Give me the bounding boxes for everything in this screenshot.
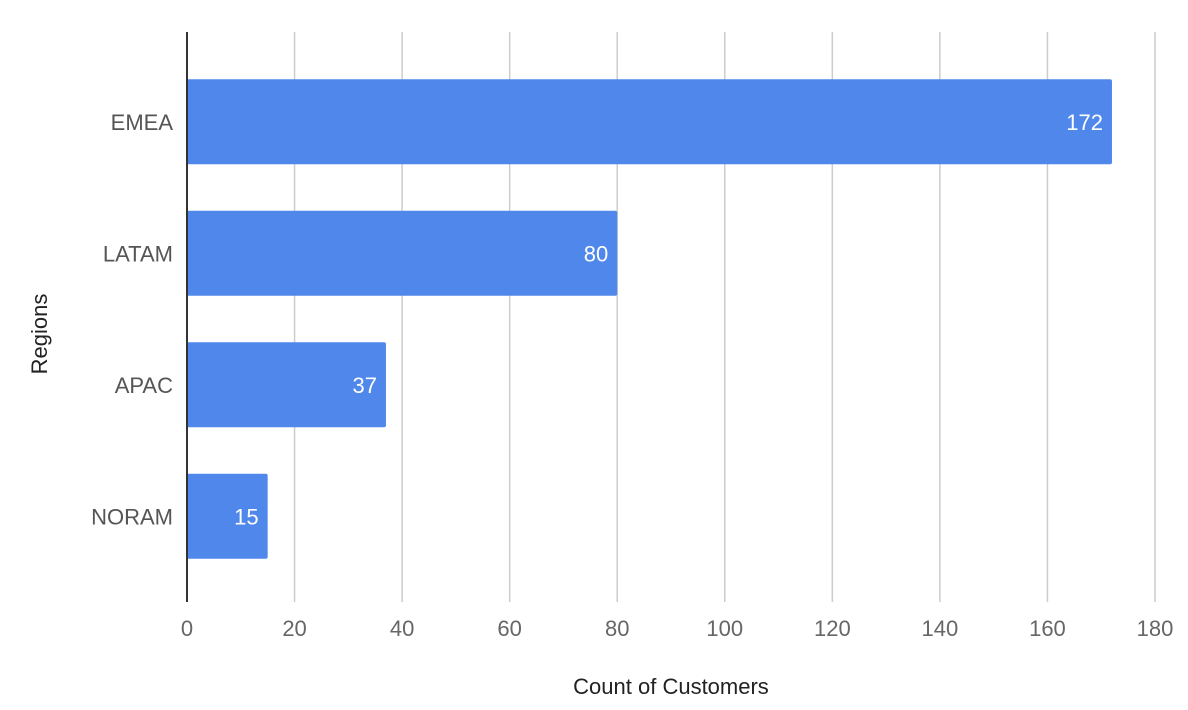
bar-apac xyxy=(187,342,386,428)
data-label-noram: 15 xyxy=(234,504,258,529)
x-tick-label: 160 xyxy=(1029,616,1066,641)
x-tick-label: 80 xyxy=(605,616,629,641)
data-label-apac: 37 xyxy=(352,373,376,398)
category-label-apac: APAC xyxy=(115,373,173,398)
bar-latam xyxy=(187,210,618,296)
x-tick-labels: 0 20 40 60 80 100 120 140 160 180 xyxy=(181,616,1173,641)
category-label-noram: NORAM xyxy=(91,504,173,529)
x-tick-label: 120 xyxy=(814,616,851,641)
data-label-emea: 172 xyxy=(1066,110,1103,135)
bar-emea xyxy=(187,79,1112,165)
bar-noram xyxy=(187,473,268,559)
x-tick-label: 100 xyxy=(706,616,743,641)
x-axis-title: Count of Customers xyxy=(573,674,769,699)
bars xyxy=(187,79,1112,559)
data-label-latam: 80 xyxy=(584,241,608,266)
x-tick-label: 60 xyxy=(497,616,521,641)
data-labels: 172 80 37 15 xyxy=(234,110,1103,530)
category-label-latam: LATAM xyxy=(103,241,173,266)
y-axis-title: Regions xyxy=(27,294,52,375)
category-labels: EMEA LATAM APAC NORAM xyxy=(91,110,173,530)
x-tick-label: 140 xyxy=(922,616,959,641)
x-tick-label: 180 xyxy=(1137,616,1174,641)
x-tick-label: 40 xyxy=(390,616,414,641)
x-tick-label: 20 xyxy=(282,616,306,641)
x-tick-label: 0 xyxy=(181,616,193,641)
category-label-emea: EMEA xyxy=(111,110,174,135)
